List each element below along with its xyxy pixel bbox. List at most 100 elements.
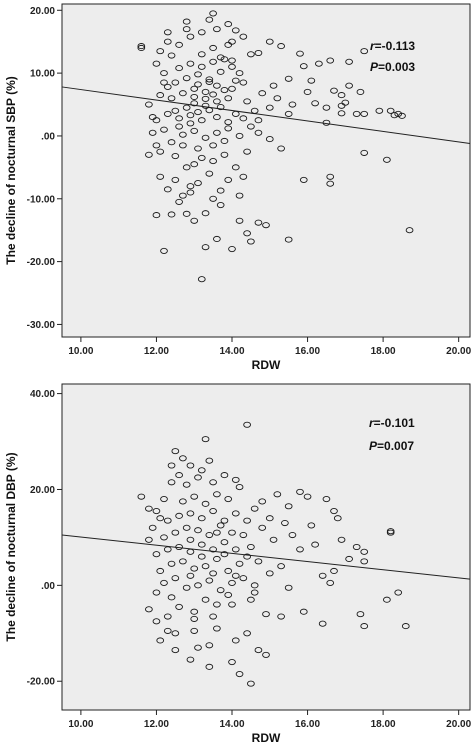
sbp-data-point	[209, 142, 217, 149]
dbp-scatter-chart: 10.00 12.00 14.00 16.00 18.00 20.00 40.00 20.00…	[4, 383, 472, 745]
dbp-data-point	[186, 572, 195, 579]
dbp-data-point	[307, 522, 316, 529]
sbp-data-point	[224, 125, 233, 132]
sbp-data-point	[284, 110, 293, 118]
dbp-data-point	[216, 522, 225, 529]
dbp-data-point	[197, 541, 206, 548]
dbp-data-point	[220, 551, 229, 558]
sbp-data-point	[213, 235, 221, 243]
dbp-data-point	[360, 558, 369, 565]
sbp-data-point	[277, 43, 285, 50]
sbp-data-point	[299, 176, 308, 183]
dbp-data-point	[175, 603, 183, 610]
sbp-data-point	[186, 112, 195, 119]
dbp-data-point	[197, 553, 206, 560]
dbp-data-point	[167, 594, 176, 601]
sbp-data-point	[239, 115, 248, 122]
sbp-data-point	[265, 38, 274, 45]
sbp-data-point	[194, 145, 202, 152]
sbp-data-point	[167, 52, 176, 59]
dbp-data-point	[239, 531, 248, 539]
dbp-data-point	[258, 498, 267, 505]
sbp-chart-panel: 10.00 12.00 14.00 16.00 18.00 20.00 20.00 10.00…	[4, 3, 472, 372]
dbp-data-point	[201, 500, 210, 507]
sbp-data-point	[220, 87, 229, 94]
dbp-x-axis-title: RDW	[252, 731, 281, 745]
dbp-data-point	[171, 647, 180, 654]
sbp-data-point	[356, 88, 365, 96]
dbp-data-point	[190, 565, 199, 572]
sbp-data-point	[209, 58, 217, 65]
sbp-data-point	[152, 142, 161, 149]
dbp-data-point	[281, 519, 289, 527]
dbp-data-point	[277, 563, 285, 570]
sbp-data-point	[288, 101, 297, 108]
dbp-data-point	[386, 528, 395, 535]
dbp-data-point	[330, 507, 338, 515]
sbp-data-point	[345, 82, 353, 89]
sbp-data-point	[352, 110, 361, 118]
sbp-p-stat: P=0.003	[370, 60, 415, 74]
dbp-data-point	[352, 543, 361, 551]
sbp-data-point	[231, 110, 240, 118]
sbp-data-point	[201, 210, 210, 217]
sbp-data-point	[235, 192, 244, 199]
sbp-data-point	[254, 219, 263, 226]
sbp-data-point	[179, 142, 187, 149]
dbp-x-tick-label: 10.00	[68, 719, 93, 730]
sbp-data-point	[201, 88, 210, 96]
dbp-data-point	[163, 627, 172, 634]
dbp-data-point	[322, 496, 331, 503]
sbp-data-point	[360, 149, 369, 156]
sbp-data-point	[148, 129, 157, 136]
sbp-data-point	[239, 79, 248, 86]
sbp-data-point	[228, 57, 236, 64]
sbp-data-point	[175, 123, 183, 130]
sbp-data-point	[179, 131, 187, 138]
sbp-regression-line	[61, 86, 471, 144]
dbp-data-point	[179, 498, 187, 505]
dbp-data-point	[254, 558, 263, 565]
sbp-data-point	[152, 60, 161, 67]
sbp-data-point	[182, 104, 191, 111]
dbp-p-stat: P=0.007	[369, 439, 414, 453]
sbp-data-point	[156, 48, 165, 55]
sbp-data-point	[160, 70, 168, 77]
sbp-data-point	[171, 176, 180, 183]
dbp-data-point	[152, 589, 161, 596]
sbp-data-point	[228, 63, 236, 70]
dbp-x-tick-label: 18.00	[371, 719, 396, 730]
dbp-data-point	[167, 560, 176, 567]
dbp-data-point	[205, 531, 214, 539]
dbp-data-point	[209, 507, 217, 515]
sbp-data-point	[137, 44, 146, 52]
sbp-data-point	[160, 79, 168, 86]
dbp-data-point	[269, 536, 278, 543]
sbp-x-axis-title: RDW	[252, 358, 281, 372]
sbp-data-point	[213, 26, 221, 33]
dbp-data-point	[273, 491, 282, 498]
sbp-data-point	[247, 123, 255, 130]
dbp-data-point	[220, 539, 229, 546]
sbp-data-point	[220, 151, 229, 158]
dbp-data-point	[201, 436, 210, 443]
dbp-data-point	[318, 620, 327, 627]
dbp-y-tick-label: -20.00	[27, 677, 56, 688]
dbp-data-point	[194, 644, 202, 651]
dbp-data-point	[250, 505, 259, 512]
dbp-data-point	[148, 524, 157, 531]
dbp-data-point	[333, 515, 342, 522]
dbp-data-point	[167, 479, 176, 486]
sbp-data-point	[194, 180, 202, 187]
sbp-data-point	[209, 158, 217, 165]
dbp-data-point	[220, 472, 229, 479]
sbp-data-point	[341, 99, 350, 106]
sbp-data-point	[190, 217, 199, 224]
dbp-data-point	[254, 647, 263, 654]
sbp-data-point	[390, 112, 399, 119]
dbp-data-point	[152, 551, 161, 558]
sbp-data-point	[284, 236, 293, 243]
sbp-data-point	[145, 101, 153, 108]
sbp-data-point	[284, 75, 293, 82]
dbp-data-point	[247, 680, 255, 687]
